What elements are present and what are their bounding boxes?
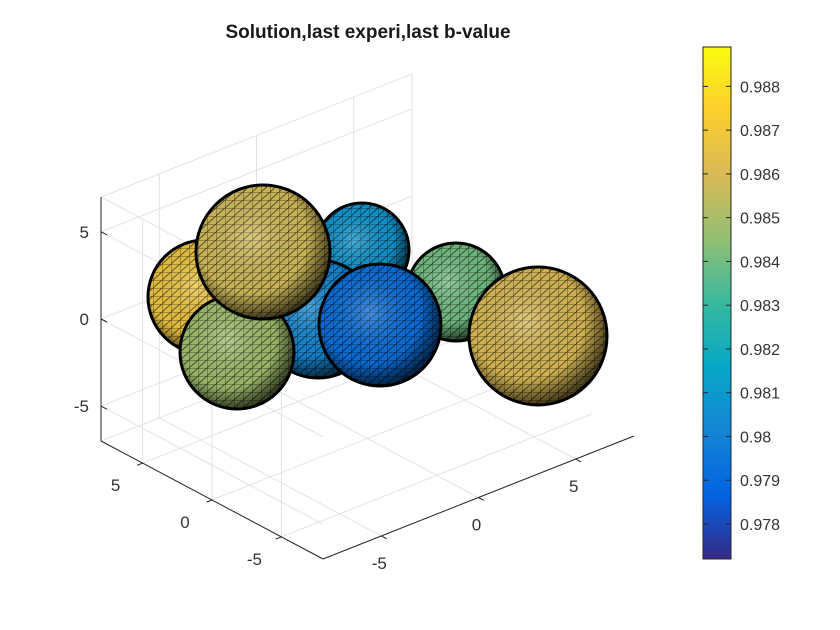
y-tick-label: -5	[247, 550, 262, 569]
x-tick-label: 0	[472, 516, 481, 535]
colorbar-ticks: 0.978 0.979 0.98 0.981 0.982 0.983 0.984 0.985 0…	[703, 79, 780, 534]
chart-title: Solution,last experi,last b-value	[225, 22, 510, 43]
z-tick-label: -5	[74, 397, 89, 416]
sphere-front-right-olive	[467, 265, 609, 407]
x-tick-label: -5	[372, 554, 387, 573]
sphere-center-blue-right	[317, 262, 443, 388]
surface-spheres	[146, 183, 609, 411]
colorbar-tick-label: 0.979	[740, 473, 780, 490]
colorbar-tick-label: 0.982	[740, 342, 780, 359]
colorbar-tick-label: 0.988	[740, 79, 780, 96]
colorbar-tick-label: 0.985	[740, 211, 780, 228]
colorbar-tick-label: 0.987	[740, 123, 780, 140]
x-tick-label: 5	[569, 477, 578, 496]
colorbar-tick-label: 0.984	[740, 254, 780, 271]
colorbar-tick-label: 0.981	[740, 386, 780, 403]
axis-ticks: -5 0 5 -5 0 5 -5 0 5	[74, 223, 582, 573]
sphere-top-left-olive	[194, 183, 332, 321]
colorbar-tick-label: 0.986	[740, 167, 780, 184]
colorbar-tick-label: 0.98	[740, 429, 771, 446]
z-tick-label: 5	[80, 223, 89, 242]
colorbar-tick-label: 0.983	[740, 298, 780, 315]
colorbar-gradient	[702, 46, 732, 560]
sphere-front-left-green	[178, 293, 296, 411]
y-tick-label: 5	[111, 476, 120, 495]
colorbar-tick-label: 0.978	[740, 517, 780, 534]
colorbar: 0.978 0.979 0.98 0.981 0.982 0.983 0.984 0.985 0…	[702, 46, 780, 560]
y-tick-label: 0	[180, 513, 189, 532]
z-tick-label: 0	[80, 310, 89, 329]
